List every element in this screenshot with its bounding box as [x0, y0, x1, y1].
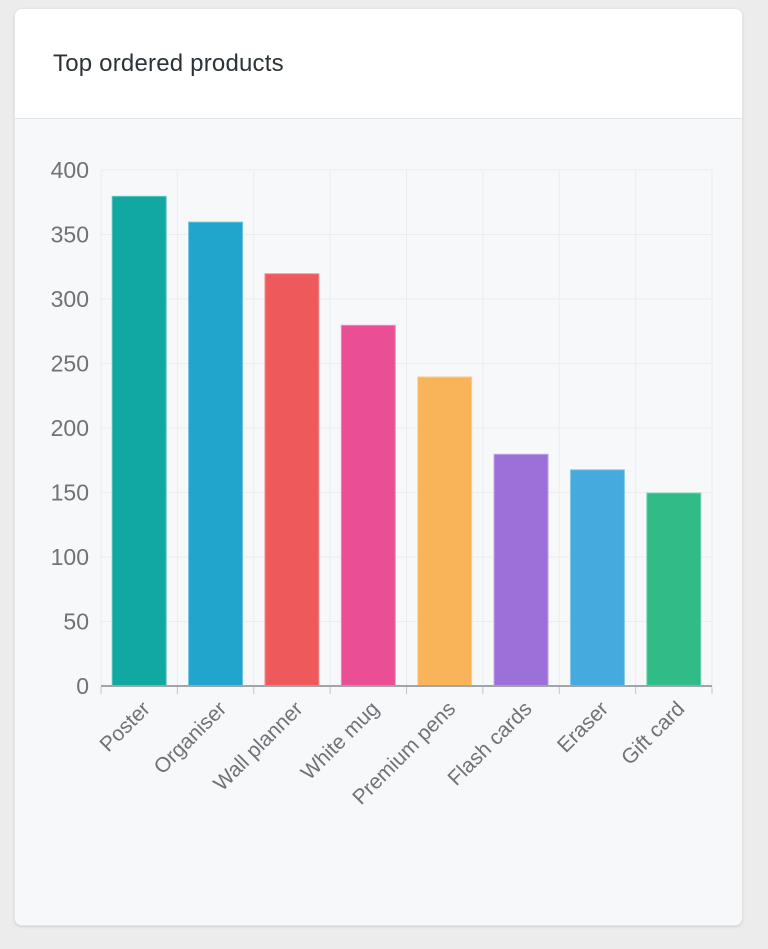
y-axis-label: 50	[63, 609, 89, 635]
bar-premium-pens[interactable]	[416, 375, 474, 687]
y-axis-label: 350	[51, 222, 89, 248]
bar-organiser[interactable]	[187, 220, 245, 687]
bar-gift-card[interactable]	[645, 491, 703, 687]
bar-chart: 0 50 100 150 200 250 300 350 400 PosterOrganiserW…	[51, 157, 713, 809]
y-axis-label: 400	[51, 157, 89, 183]
x-axis	[100, 685, 713, 694]
card-body: 0 50 100 150 200 250 300 350 400 Poster Organiser W…	[15, 119, 742, 925]
x-axis-label-eraser: Eraser	[553, 697, 613, 757]
card-header: Top ordered products	[15, 9, 742, 119]
y-axis-label: 250	[51, 351, 89, 377]
y-axis-label: 200	[51, 415, 89, 441]
card-title: Top ordered products	[53, 49, 284, 77]
y-axis-label: 0	[76, 673, 89, 699]
y-axis-label: 300	[51, 286, 89, 312]
bars	[110, 194, 703, 688]
top-ordered-products-card: Top ordered products 0 50 100 150 200 250 300 3…	[14, 8, 743, 926]
bar-poster[interactable]	[110, 194, 168, 688]
y-axis-label: 100	[51, 544, 89, 570]
x-axis-label-organiser: Organiser	[150, 697, 231, 778]
bar-eraser[interactable]	[568, 468, 626, 687]
y-axis-labels: 0 50 100 150 200 250 300 350 400	[51, 157, 89, 699]
y-axis-label: 150	[51, 480, 89, 506]
x-axis-label-poster: Poster	[96, 697, 155, 756]
bar-flash-cards[interactable]	[492, 452, 550, 687]
x-axis-label-gift-card: Gift card	[617, 697, 689, 769]
bar-wall-planner[interactable]	[263, 272, 321, 687]
bar-white-mug[interactable]	[339, 323, 397, 688]
